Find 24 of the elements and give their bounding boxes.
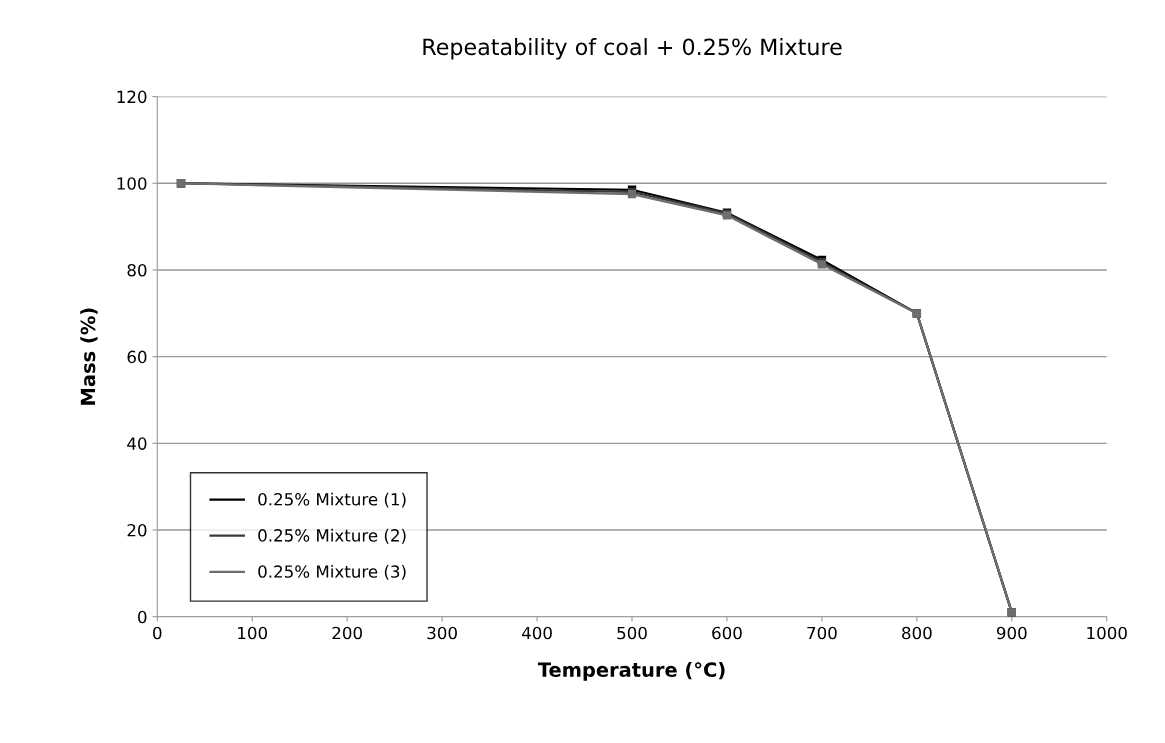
y-tick-label: 60 <box>127 350 147 364</box>
y-tick-label: 80 <box>127 263 147 277</box>
x-tick-label: 900 <box>996 626 1027 640</box>
y-tick-label: 120 <box>117 90 147 104</box>
y-axis-title: Mass (%) <box>80 308 98 405</box>
chart-title: Repeatability of coal + 0.25% Mixture <box>423 38 842 60</box>
y-tick-label: 100 <box>117 177 147 190</box>
x-tick-label: 600 <box>712 626 742 640</box>
legend-label: 0.25% Mixture (2) <box>258 528 406 544</box>
y-tick-label: 40 <box>127 437 147 450</box>
legend-label: 0.25% Mixture (1) <box>258 492 406 508</box>
x-tick-label: 100 <box>238 626 268 640</box>
x-tick-label: 300 <box>427 626 457 640</box>
x-tick-label: 1000 <box>1087 626 1127 640</box>
x-tick-label: 400 <box>521 626 552 640</box>
x-tick-label: 700 <box>807 626 837 640</box>
y-tick-label: 0 <box>138 610 147 624</box>
x-tick-label: 500 <box>617 626 647 640</box>
x-tick-label: 800 <box>902 626 932 640</box>
x-tick-label: 0 <box>153 626 162 640</box>
x-tick-label: 200 <box>332 626 362 640</box>
x-axis-title: Temperature (°C) <box>537 662 725 681</box>
y-tick-label: 20 <box>127 523 147 537</box>
legend-label: 0.25% Mixture (3) <box>258 564 406 580</box>
